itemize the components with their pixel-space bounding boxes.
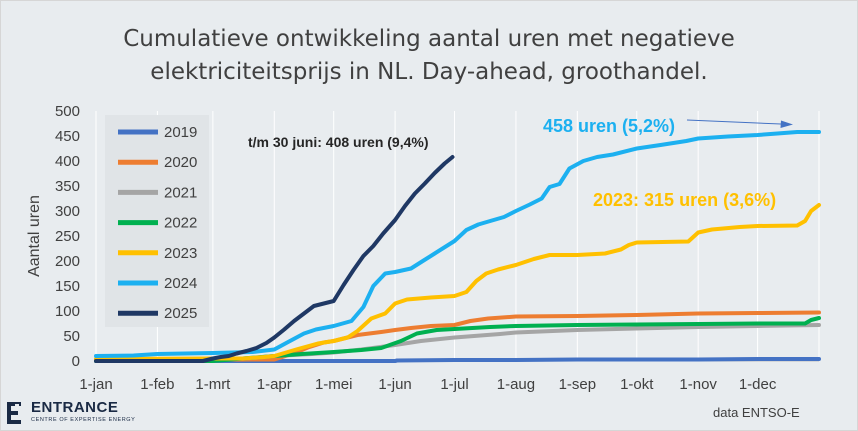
x-tick-label: 1-mrt bbox=[195, 376, 231, 393]
x-tick-label: 1-okt bbox=[620, 376, 654, 393]
annotation-0: t/m 30 juni: 408 uren (9,4%) bbox=[248, 134, 429, 150]
logo-subtitle: CENTRE OF EXPERTISE ENERGY bbox=[31, 417, 136, 423]
y-tick-label: 250 bbox=[55, 228, 80, 245]
y-tick-label: 200 bbox=[55, 253, 80, 270]
series-line-2019 bbox=[94, 357, 821, 363]
title-line-2: elektriciteitsprijs in NL. Day-ahead, gr… bbox=[150, 59, 708, 85]
x-tick-label: 1-mei bbox=[315, 376, 353, 393]
y-tick-label: 150 bbox=[55, 278, 80, 295]
annotation-arrow bbox=[686, 119, 782, 125]
x-tick-label: 1-apr bbox=[257, 376, 292, 393]
y-tick-label: 0 bbox=[72, 353, 80, 370]
y-tick-label: 50 bbox=[63, 328, 80, 345]
y-axis-label: Aantal uren bbox=[26, 195, 43, 277]
y-axis-ticks: 0 50 100 150 200 250 300 350 400 450 500 bbox=[55, 103, 80, 370]
series-line-2023 bbox=[94, 203, 821, 361]
series-line-2025 bbox=[94, 155, 455, 363]
legend-label-2024: 2024 bbox=[164, 275, 197, 292]
legend-label-2021: 2021 bbox=[164, 184, 197, 201]
series-lines bbox=[94, 130, 821, 363]
annotation-2: 2023: 315 uren (3,6%) bbox=[593, 190, 776, 210]
x-tick-label: 1-jul bbox=[440, 376, 468, 393]
annotation-1: 458 uren (5,2%) bbox=[543, 116, 675, 136]
x-axis-ticks: 1-jan 1-feb 1-mrt 1-apr 1-mei 1-jun 1-jul 1-aug… bbox=[79, 376, 777, 393]
y-tick-label: 500 bbox=[55, 103, 80, 120]
data-source: data ENTSO-E bbox=[713, 405, 800, 420]
annotations: t/m 30 juni: 408 uren (9,4%) 458 uren (5,… bbox=[248, 116, 793, 210]
grid-lines bbox=[95, 111, 820, 362]
y-tick-label: 100 bbox=[55, 303, 80, 320]
legend-label-2019: 2019 bbox=[164, 124, 197, 141]
x-tick-label: 1-aug bbox=[497, 376, 535, 393]
y-tick-label: 400 bbox=[55, 153, 80, 170]
entrance-logo-icon bbox=[7, 402, 21, 424]
x-tick-label: 1-nov bbox=[679, 376, 717, 393]
legend-label-2022: 2022 bbox=[164, 215, 197, 232]
legend-label-2023: 2023 bbox=[164, 245, 197, 262]
x-tick-label: 1-dec bbox=[739, 376, 777, 393]
x-tick-label: 1-sep bbox=[559, 376, 597, 393]
x-tick-label: 1-jun bbox=[378, 376, 411, 393]
series-line-2024 bbox=[94, 130, 821, 358]
y-tick-label: 300 bbox=[55, 203, 80, 220]
entrance-logo: ENTRANCE CENTRE OF EXPERTISE ENERGY bbox=[7, 399, 167, 429]
x-tick-label: 1-feb bbox=[140, 376, 174, 393]
x-tick-label: 1-jan bbox=[79, 376, 112, 393]
annotation-arrowhead bbox=[780, 120, 793, 128]
y-tick-label: 450 bbox=[55, 128, 80, 145]
legend-label-2020: 2020 bbox=[164, 154, 197, 171]
logo-name: ENTRANCE bbox=[31, 399, 119, 416]
legend: 2019 2020 2021 2022 2023 2024 2025 bbox=[118, 124, 197, 322]
chart-title: Cumulatieve ontwikkeling aantal uren met… bbox=[1, 23, 857, 89]
y-tick-label: 350 bbox=[55, 178, 80, 195]
legend-label-2025: 2025 bbox=[164, 305, 197, 322]
title-line-1: Cumulatieve ontwikkeling aantal uren met… bbox=[123, 26, 735, 52]
